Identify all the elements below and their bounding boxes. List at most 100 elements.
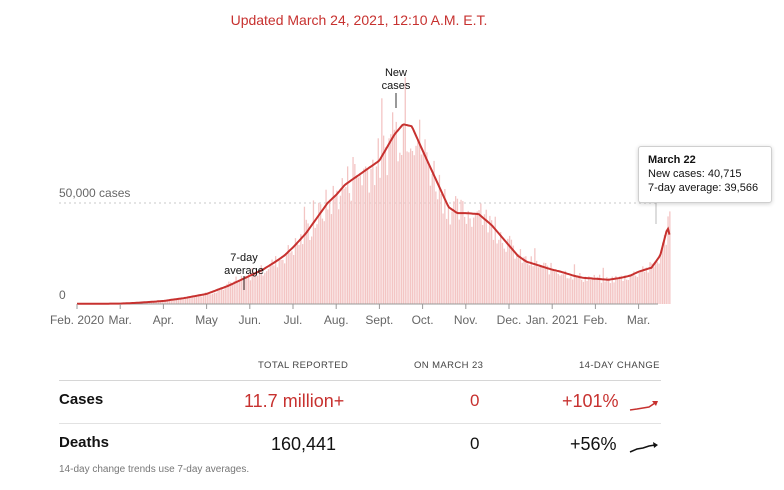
daily-case-bar — [624, 275, 626, 304]
daily-case-bar — [654, 261, 657, 304]
daily-case-bar — [316, 224, 318, 304]
daily-case-bar — [534, 248, 536, 304]
daily-case-bar — [496, 243, 498, 304]
daily-case-bar — [410, 148, 412, 304]
daily-case-bar — [374, 185, 376, 304]
annotation-7day-line2: average — [224, 265, 264, 277]
daily-case-bar — [438, 174, 441, 304]
daily-case-bar — [489, 215, 491, 304]
daily-case-bar — [390, 134, 392, 304]
daily-case-bar — [500, 232, 502, 304]
row-label-cases: Cases — [59, 391, 104, 408]
daily-case-bar — [393, 129, 396, 304]
daily-case-bar — [154, 301, 156, 304]
deaths-trend-sparkline-icon — [629, 442, 658, 453]
daily-case-bar — [442, 213, 444, 304]
hover-tooltip: March 22 New cases: 40,715 7-day average… — [638, 146, 772, 203]
deaths-total: 160,441 — [271, 434, 337, 454]
daily-case-bar — [530, 256, 532, 304]
x-tick-label: Aug. — [324, 313, 349, 327]
daily-case-bar — [435, 191, 437, 304]
daily-case-bar — [554, 271, 556, 304]
daily-case-bar — [357, 177, 360, 304]
daily-case-bar — [201, 296, 203, 304]
x-tick-label: Sept. — [365, 313, 393, 327]
daily-case-bar — [334, 195, 336, 304]
daily-case-bar — [354, 164, 356, 304]
daily-case-bar — [645, 267, 648, 304]
daily-case-bar — [282, 259, 284, 304]
daily-case-bar — [465, 223, 468, 304]
daily-case-bar — [411, 151, 414, 304]
daily-case-bar — [505, 251, 507, 304]
daily-case-bar — [365, 166, 367, 304]
daily-case-bar — [564, 270, 567, 304]
x-tick-label: Nov. — [454, 313, 478, 327]
daily-case-bar — [338, 209, 340, 304]
daily-case-bar — [174, 299, 176, 304]
daily-case-bar — [314, 227, 316, 304]
daily-case-bar — [330, 214, 333, 304]
daily-case-bar — [620, 275, 622, 304]
daily-case-bar — [597, 276, 599, 304]
daily-case-bar — [469, 218, 471, 304]
daily-case-bar — [636, 276, 639, 304]
daily-case-bar — [600, 282, 603, 304]
daily-case-bar — [204, 292, 207, 304]
x-tick-label: Jan. 2021 — [526, 313, 579, 327]
deaths-change: +56% — [570, 434, 617, 454]
daily-case-bar — [345, 187, 347, 304]
daily-case-bar — [446, 218, 448, 304]
daily-case-bar — [419, 119, 421, 304]
daily-case-bar — [235, 276, 237, 304]
daily-case-bar — [366, 169, 369, 304]
daily-case-bar — [381, 98, 383, 304]
daily-case-bar — [253, 272, 255, 304]
daily-case-bar — [172, 299, 174, 304]
daily-case-bar — [532, 266, 534, 304]
daily-case-bar — [320, 204, 322, 304]
x-tick-label: Apr. — [153, 313, 174, 327]
daily-case-bar — [163, 301, 165, 304]
daily-case-bar — [165, 300, 167, 304]
daily-case-bar — [509, 235, 511, 304]
daily-case-bar — [231, 284, 234, 304]
header-total-reported: TOTAL REPORTED — [258, 360, 349, 371]
daily-case-bar — [440, 194, 442, 304]
daily-case-bar — [604, 281, 606, 304]
daily-case-bar — [336, 190, 338, 304]
daily-case-bar — [181, 298, 183, 304]
daily-case-bar — [379, 177, 381, 304]
daily-case-bar — [323, 221, 325, 304]
daily-case-bar — [294, 238, 297, 304]
daily-case-bar — [644, 271, 646, 304]
daily-case-bar — [573, 264, 576, 304]
daily-case-bar — [611, 276, 613, 304]
cases-chart[interactable]: 50,000 cases 0 Feb. 2020 Mar. Apr. May Jun. J… — [0, 0, 784, 340]
daily-case-bar — [473, 217, 475, 304]
daily-case-bar — [557, 274, 559, 304]
daily-case-bar — [453, 201, 455, 304]
daily-case-bar — [609, 283, 612, 304]
daily-case-bar — [629, 276, 631, 304]
daily-case-bar — [361, 185, 363, 304]
annotation-7day-line1: 7-day — [230, 252, 258, 264]
daily-case-bar — [329, 199, 331, 304]
daily-case-bar — [633, 271, 635, 304]
daily-case-bar — [262, 275, 264, 304]
daily-case-bar — [402, 124, 405, 305]
y-tick-label-50k: 50,000 cases — [59, 186, 130, 200]
daily-case-bar — [584, 276, 586, 304]
daily-case-bar — [197, 295, 199, 304]
daily-case-bar — [536, 260, 538, 304]
footnote: 14-day change trends use 7-day averages. — [59, 464, 250, 475]
daily-case-bar — [588, 276, 590, 304]
daily-case-bar — [651, 263, 653, 304]
daily-case-bar — [242, 277, 244, 304]
x-tick-label: Mar. — [109, 313, 132, 327]
daily-case-bar — [341, 178, 343, 304]
daily-case-bar — [401, 155, 403, 304]
daily-case-bar — [158, 301, 160, 304]
daily-case-bar — [339, 195, 342, 304]
daily-case-bar — [429, 185, 432, 304]
